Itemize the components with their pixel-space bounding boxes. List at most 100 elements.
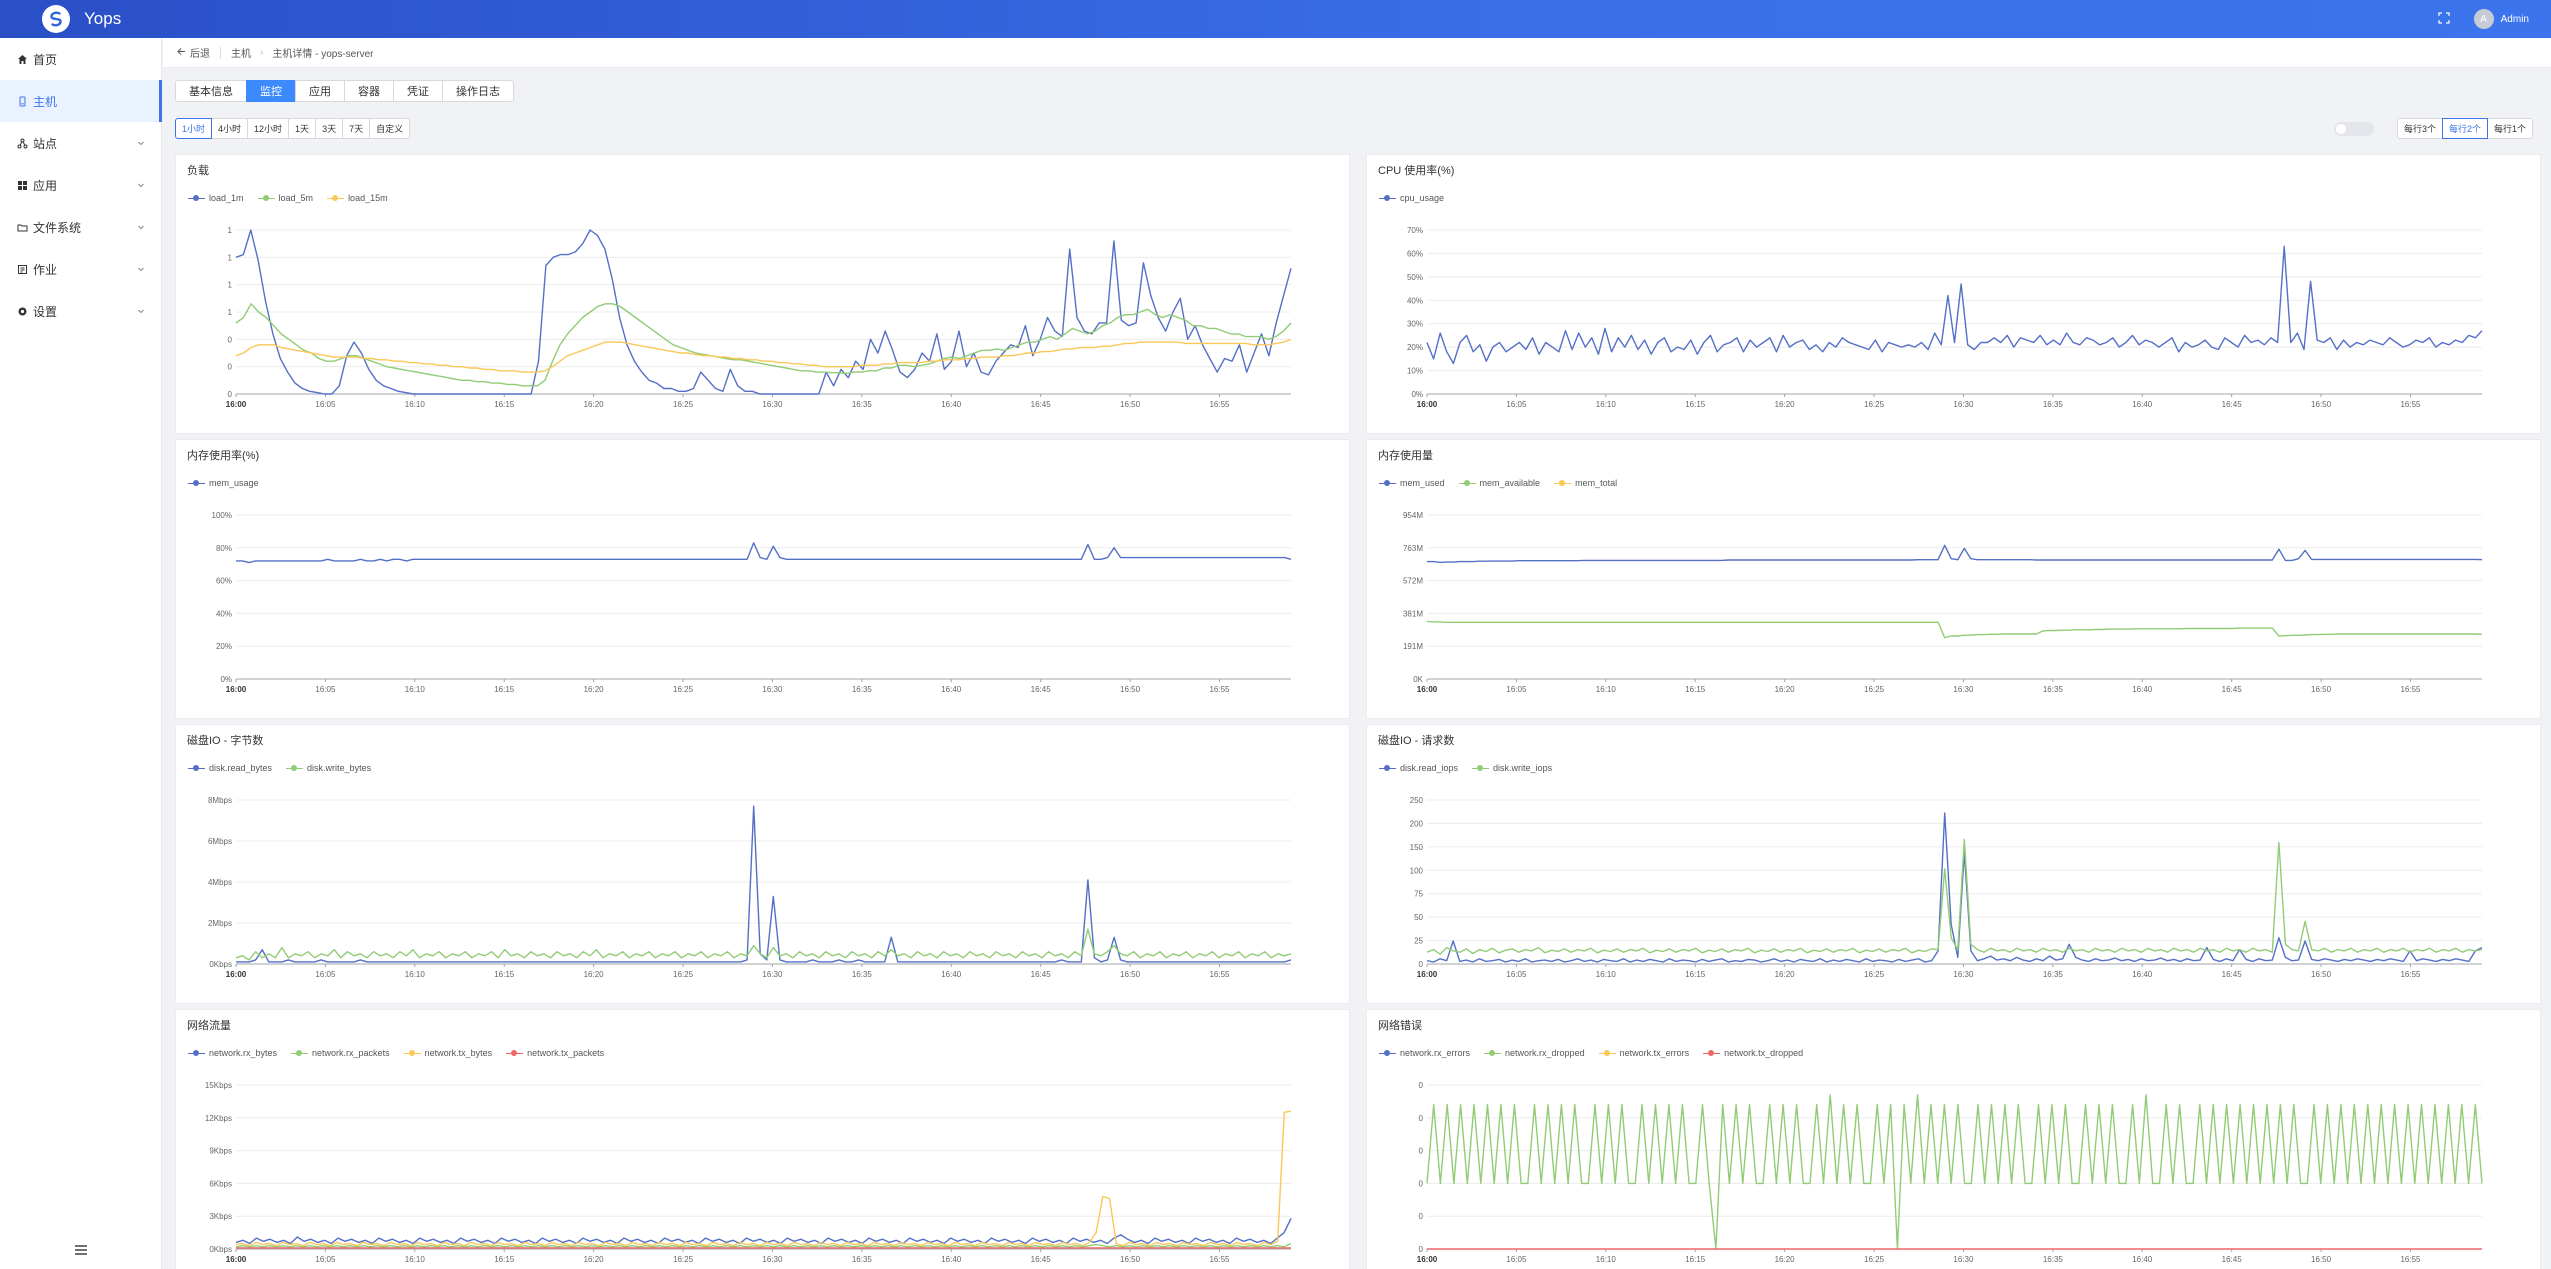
columns-button-0[interactable]: 每行3个	[2397, 118, 2444, 139]
x-tick-label: 16:25	[673, 1255, 694, 1264]
legend-label: mem_usage	[209, 478, 259, 488]
tab-2[interactable]: 应用	[295, 80, 345, 102]
x-tick-label: 16:50	[2311, 970, 2332, 979]
chart-title: 磁盘IO - 请求数	[1378, 735, 1455, 747]
x-tick-label: 16:50	[1120, 1255, 1141, 1264]
legend-item[interactable]: mem_total	[1554, 478, 1617, 488]
x-tick-label: 16:35	[2043, 970, 2064, 979]
range-button-4[interactable]: 3天	[315, 118, 344, 139]
range-button-3[interactable]: 1天	[288, 118, 317, 139]
legend-item[interactable]: network.rx_dropped	[1484, 1048, 1585, 1058]
x-tick-label: 16:45	[1031, 685, 1052, 694]
sidebar-item-6[interactable]: 设置	[0, 290, 161, 332]
tab-3[interactable]: 容器	[344, 80, 394, 102]
legend-marker-icon	[1484, 1049, 1502, 1057]
tab-0[interactable]: 基本信息	[175, 80, 247, 102]
x-tick-label: 16:35	[2043, 400, 2064, 409]
menu-toggle-icon[interactable]	[72, 1241, 90, 1259]
sidebar-item-3[interactable]: 应用	[0, 164, 161, 206]
breadcrumb-hosts[interactable]: 主机	[231, 49, 251, 60]
range-button-0[interactable]: 1小时	[175, 118, 213, 139]
legend-label: network.rx_errors	[1400, 1048, 1471, 1058]
sidebar-item-1[interactable]: 主机	[0, 80, 162, 122]
x-tick-label: 16:10	[1596, 400, 1617, 409]
x-tick-label: 16:45	[2222, 685, 2243, 694]
y-tick-label: 0%	[220, 675, 232, 684]
legend-item[interactable]: load_5m	[257, 193, 314, 203]
legend-item[interactable]: network.tx_bytes	[403, 1048, 492, 1058]
back-link[interactable]: 后退	[190, 49, 210, 60]
columns-button-2[interactable]: 每行1个	[2487, 118, 2534, 139]
legend-item[interactable]: disk.write_bytes	[286, 763, 371, 773]
back-icon[interactable]	[177, 47, 186, 59]
x-tick-label: 16:05	[315, 685, 336, 694]
y-tick-label: 0	[1419, 1081, 1424, 1090]
x-tick-label: 16:45	[2222, 400, 2243, 409]
legend-marker-icon	[257, 194, 275, 202]
legend-item[interactable]: mem_available	[1458, 478, 1541, 488]
x-tick-label: 16:05	[315, 400, 336, 409]
x-tick-label: 16:45	[1031, 400, 1052, 409]
y-tick-label: 9Kbps	[209, 1147, 232, 1156]
legend-marker-icon	[1554, 479, 1572, 487]
x-tick-label: 16:00	[1417, 685, 1438, 694]
legend-marker-icon	[188, 764, 205, 772]
x-tick-label: 16:40	[941, 1255, 962, 1264]
legend-item[interactable]: network.rx_errors	[1379, 1048, 1470, 1058]
app-logo[interactable]: Yops	[42, 5, 121, 33]
legend-item[interactable]: load_1m	[188, 193, 244, 203]
legend-marker-icon	[291, 1049, 309, 1057]
user-menu[interactable]: A Admin	[2473, 9, 2529, 29]
x-tick-label: 16:20	[1775, 685, 1796, 694]
legend-item[interactable]: disk.read_bytes	[188, 763, 272, 773]
x-tick-label: 16:45	[1031, 970, 1052, 979]
sidebar-item-4[interactable]: 文件系统	[0, 206, 161, 248]
y-tick-label: 12Kbps	[205, 1114, 232, 1123]
tab-1[interactable]: 监控	[246, 80, 296, 102]
x-tick-label: 16:45	[1031, 1255, 1052, 1264]
x-tick-label: 16:40	[2132, 970, 2153, 979]
x-tick-label: 16:25	[1864, 1255, 1885, 1264]
legend-item[interactable]: disk.read_iops	[1379, 763, 1458, 773]
legend-item[interactable]: network.rx_bytes	[188, 1048, 277, 1058]
legend-item[interactable]: mem_used	[1379, 478, 1445, 488]
series-line	[1426, 838, 2483, 955]
sidebar-item-0[interactable]: 首页	[0, 38, 161, 80]
legend-marker-icon	[1379, 479, 1396, 487]
range-button-2[interactable]: 12小时	[247, 118, 290, 139]
legend-item[interactable]: mem_usage	[188, 478, 259, 488]
legend-item[interactable]: network.tx_packets	[506, 1048, 604, 1058]
sidebar-item-label: 主机	[33, 94, 58, 109]
x-tick-label: 16:45	[2222, 970, 2243, 979]
x-tick-label: 16:35	[852, 400, 873, 409]
x-tick-label: 16:40	[941, 970, 962, 979]
legend-item[interactable]: network.tx_dropped	[1703, 1048, 1803, 1058]
x-tick-label: 16:00	[226, 1255, 247, 1264]
tab-5[interactable]: 操作日志	[442, 80, 514, 102]
chart-panel-3: 0K 191M 381M 572M 763M 954M 16:00 16:05 16:10 16:…	[1366, 439, 2541, 719]
range-button-1[interactable]: 4小时	[211, 118, 249, 139]
chart-svg: 0K 191M 381M 572M 763M 954M 16:00 16:05 16:10 16:…	[1403, 511, 2483, 694]
range-button-6[interactable]: 自定义	[369, 118, 411, 139]
legend-item[interactable]: network.tx_errors	[1598, 1048, 1689, 1058]
sidebar-item-5[interactable]: 作业	[0, 248, 161, 290]
legend-item[interactable]: cpu_usage	[1379, 193, 1444, 203]
x-tick-label: 16:40	[941, 400, 962, 409]
legend-item[interactable]: network.rx_packets	[291, 1048, 390, 1058]
chevron-down-icon	[137, 262, 145, 276]
legend-label: load_5m	[278, 193, 314, 203]
tab-4[interactable]: 凭证	[393, 80, 443, 102]
y-tick-label: 200	[1410, 819, 1424, 828]
range-button-5[interactable]: 7天	[342, 118, 371, 139]
fullscreen-icon[interactable]	[2438, 11, 2450, 27]
y-tick-label: 0	[1419, 1147, 1424, 1156]
legend-marker-icon	[1703, 1049, 1721, 1057]
columns-button-1[interactable]: 每行2个	[2442, 118, 2489, 139]
sidebar-item-label: 作业	[33, 262, 58, 277]
legend-item[interactable]: load_15m	[327, 193, 388, 203]
y-tick-label: 0	[1419, 1114, 1424, 1123]
sidebar-item-2[interactable]: 站点	[0, 122, 161, 164]
auto-refresh-toggle[interactable]	[2334, 122, 2374, 136]
legend-item[interactable]: disk.write_iops	[1472, 763, 1552, 773]
legend-label: mem_available	[1479, 478, 1541, 488]
